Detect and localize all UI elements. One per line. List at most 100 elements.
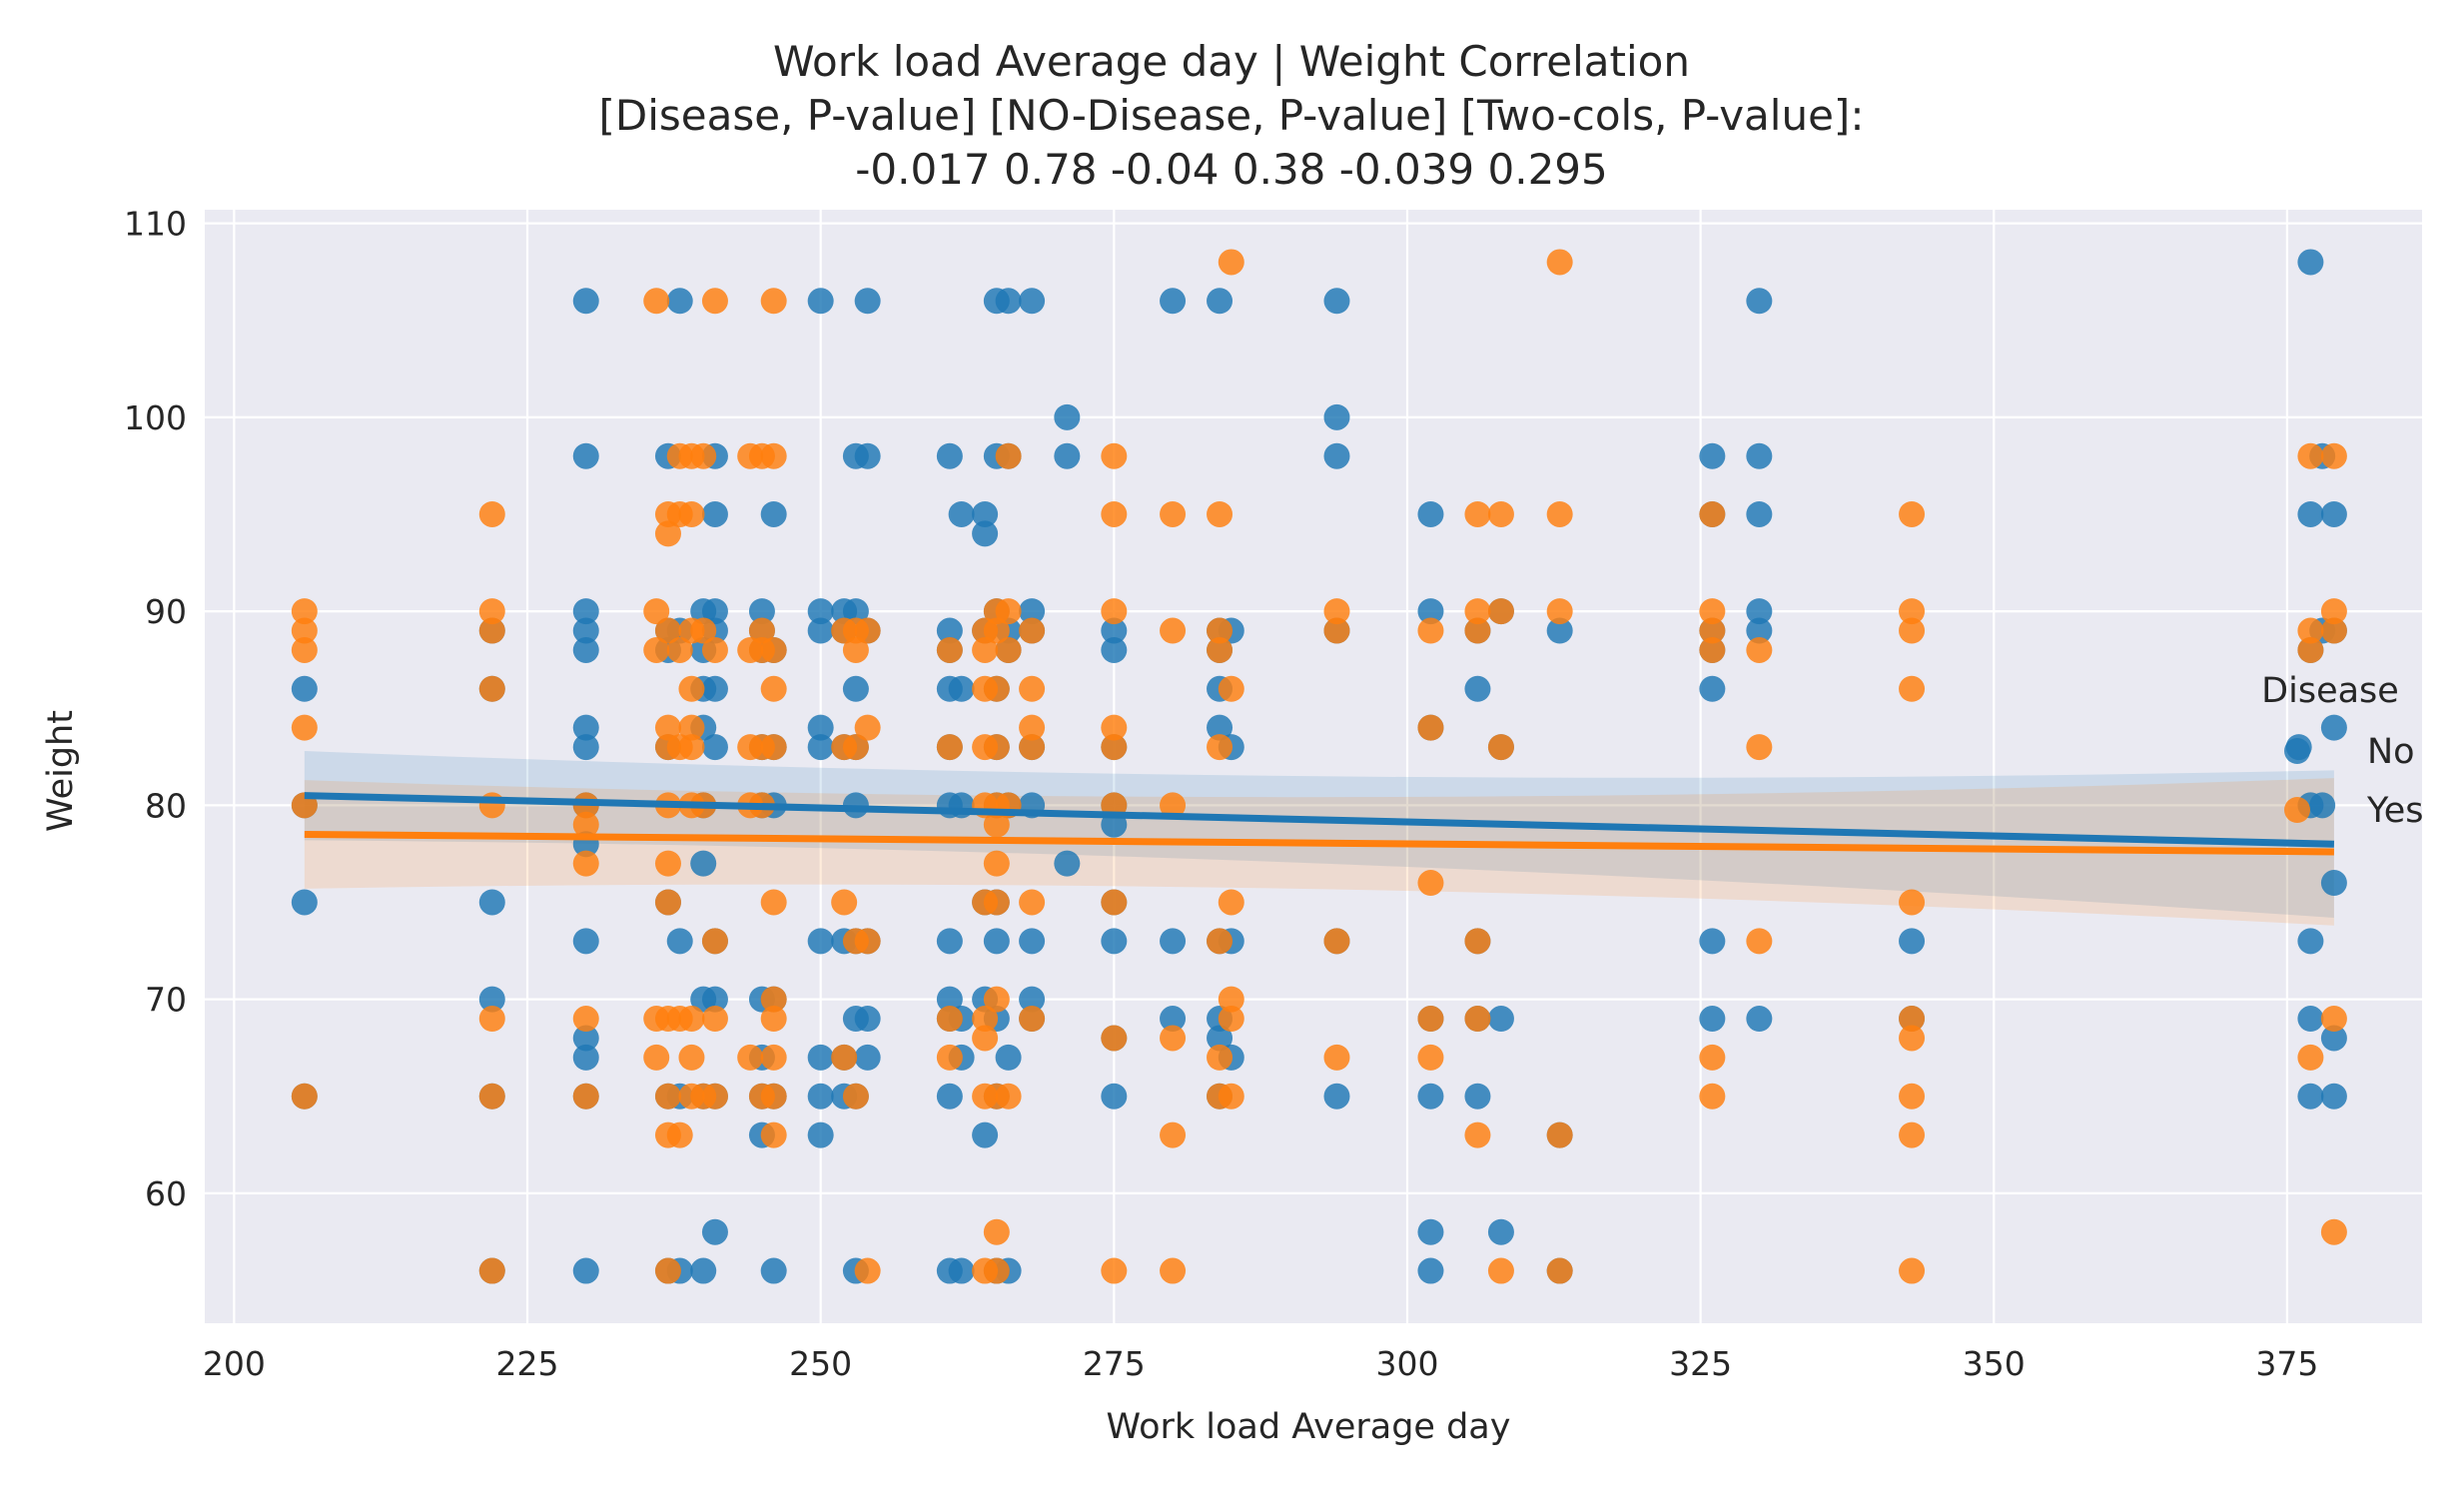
- data-point-yes: [1160, 1025, 1187, 1052]
- data-point-yes: [831, 889, 858, 916]
- data-point-yes: [291, 714, 318, 741]
- data-point-yes: [654, 714, 681, 741]
- plot-area: [205, 210, 2422, 1323]
- data-point-no: [972, 1122, 999, 1148]
- data-point-no: [1417, 1257, 1444, 1284]
- data-point-no: [983, 928, 1010, 955]
- data-point-no: [760, 1257, 787, 1284]
- data-point-yes: [572, 811, 599, 838]
- data-point-yes: [643, 1044, 670, 1071]
- data-point-no: [291, 889, 318, 916]
- y-tick-labels: 60 70 80 90 100 110: [124, 205, 187, 1213]
- data-point-yes: [737, 1044, 764, 1071]
- data-point-no: [1417, 500, 1444, 527]
- data-point-yes: [654, 520, 681, 547]
- data-point-no: [1487, 1218, 1514, 1245]
- data-point-yes: [1323, 1044, 1350, 1071]
- data-point-no: [690, 1257, 717, 1284]
- data-point-yes: [842, 1083, 869, 1110]
- data-point-yes: [1546, 1122, 1573, 1148]
- data-point-no: [2320, 714, 2347, 741]
- data-point-yes: [666, 636, 693, 663]
- data-point-yes: [1417, 870, 1444, 897]
- data-point-yes: [1746, 636, 1773, 663]
- data-point-yes: [478, 1083, 505, 1110]
- data-point-yes: [1746, 928, 1773, 955]
- data-point-no: [1160, 1006, 1187, 1033]
- data-point-no: [1699, 675, 1726, 702]
- data-point-no: [936, 1083, 963, 1110]
- data-point-yes: [1160, 1122, 1187, 1148]
- data-point-no: [1019, 928, 1046, 955]
- data-point-yes: [643, 598, 670, 625]
- data-point-yes: [1101, 500, 1128, 527]
- chart-title: Work load Average day | Weight Correlati…: [599, 37, 1865, 194]
- legend-label-no: No: [2367, 732, 2415, 772]
- data-point-yes: [1546, 598, 1573, 625]
- y-tick-label: 100: [124, 398, 187, 437]
- data-point-yes: [760, 288, 787, 315]
- data-point-yes: [1019, 734, 1046, 761]
- data-point-yes: [995, 636, 1022, 663]
- data-point-yes: [701, 288, 728, 315]
- x-tick-labels: 200 225 250 275 300 325 350 375: [203, 1344, 2319, 1383]
- data-point-no: [701, 500, 728, 527]
- x-tick-label: 200: [203, 1344, 266, 1383]
- data-point-no: [1160, 928, 1187, 955]
- data-point-no: [701, 598, 728, 625]
- data-point-yes: [1160, 500, 1187, 527]
- data-point-yes: [690, 442, 717, 469]
- data-point-yes: [572, 850, 599, 877]
- legend-marker-no: [2284, 738, 2310, 764]
- data-point-yes: [690, 617, 717, 644]
- data-point-no: [748, 598, 775, 625]
- data-point-no: [2297, 928, 2324, 955]
- data-point-yes: [1487, 1257, 1514, 1284]
- data-point-yes: [1101, 714, 1128, 741]
- confidence-band-no: [304, 750, 2334, 919]
- x-tick-label: 225: [496, 1344, 559, 1383]
- data-point-yes: [2297, 617, 2324, 644]
- data-point-no: [1746, 288, 1773, 315]
- data-point-yes: [1699, 617, 1726, 644]
- data-point-yes: [1464, 928, 1491, 955]
- data-point-yes: [1101, 1025, 1128, 1052]
- data-point-yes: [760, 442, 787, 469]
- confidence-bands: [304, 750, 2334, 926]
- data-point-yes: [478, 617, 505, 644]
- data-point-yes: [936, 1006, 963, 1033]
- y-tick-label: 80: [145, 786, 187, 825]
- data-point-yes: [1899, 675, 1926, 702]
- data-point-yes: [1207, 734, 1233, 761]
- regression-lines: [304, 792, 2334, 856]
- data-point-yes: [678, 714, 705, 741]
- data-point-yes: [854, 714, 881, 741]
- data-point-yes: [760, 1122, 787, 1148]
- data-point-no: [701, 986, 728, 1013]
- data-point-no: [1101, 928, 1128, 955]
- data-point-no: [572, 1025, 599, 1052]
- data-point-no: [842, 598, 869, 625]
- data-point-yes: [1218, 249, 1244, 276]
- data-point-yes: [983, 1218, 1010, 1245]
- data-point-no: [936, 986, 963, 1013]
- data-point-no: [936, 442, 963, 469]
- data-point-yes: [1546, 1257, 1573, 1284]
- data-point-no: [842, 675, 869, 702]
- data-point-no: [807, 928, 834, 955]
- data-point-yes: [1101, 734, 1128, 761]
- data-point-no: [807, 714, 834, 741]
- data-point-no: [2320, 1025, 2347, 1052]
- data-point-yes: [1899, 617, 1926, 644]
- data-point-yes: [478, 675, 505, 702]
- data-point-yes: [748, 617, 775, 644]
- data-point-yes: [1417, 1044, 1444, 1071]
- data-point-no: [572, 734, 599, 761]
- data-point-yes: [1207, 500, 1233, 527]
- data-point-yes: [654, 889, 681, 916]
- data-point-yes: [2320, 617, 2347, 644]
- data-point-yes: [760, 1083, 787, 1110]
- data-point-no: [1160, 288, 1187, 315]
- data-point-no: [572, 288, 599, 315]
- data-point-no: [1019, 986, 1046, 1013]
